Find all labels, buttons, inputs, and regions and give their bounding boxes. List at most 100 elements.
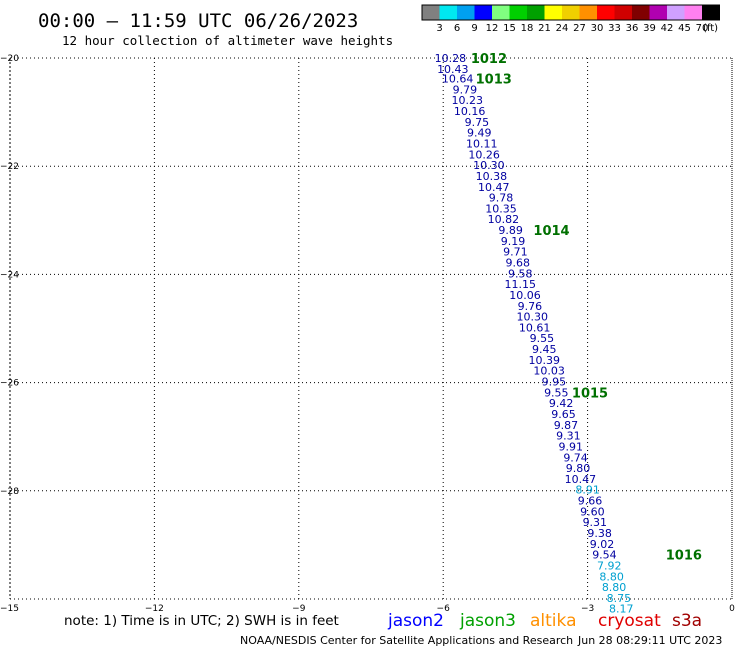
satellite-label-s3a: s3a bbox=[672, 611, 702, 631]
time-label-1015: 1015 bbox=[572, 386, 608, 401]
satellite-label-jason3: jason3 bbox=[459, 611, 516, 631]
legend-label: 6 bbox=[454, 23, 460, 34]
legend-swatch-2 bbox=[457, 5, 475, 20]
legend-label: 12 bbox=[486, 23, 499, 34]
legend-label: 27 bbox=[573, 23, 586, 34]
footer-note: note: 1) Time is in UTC; 2) SWH is in fe… bbox=[64, 613, 339, 629]
swh-observation-36: 9.91 bbox=[559, 440, 584, 453]
legend-swatch-4 bbox=[492, 5, 510, 20]
legend-label: 24 bbox=[556, 23, 569, 34]
swh-observation-45: 9.02 bbox=[590, 538, 615, 551]
legend-label: 3 bbox=[436, 23, 442, 34]
swh-observation-11: 10.38 bbox=[476, 170, 508, 183]
legend-swatch-1 bbox=[439, 5, 457, 20]
swh-observation-24: 10.30 bbox=[516, 311, 548, 324]
satellite-legend: jason2 jason3 altika cryosat s3a bbox=[387, 611, 702, 631]
legend-swatch-0 bbox=[422, 5, 440, 20]
swh-color-legend: 3 6 9 12 15 18 21 24 27 30 33 36 39 42 45 70 bbox=[421, 4, 720, 34]
y-tick-label: −24 bbox=[0, 270, 19, 280]
legend-swatch-7 bbox=[544, 5, 562, 20]
swh-observation-32: 9.42 bbox=[549, 397, 574, 410]
axis-tick-labels: −15 −12 −9 −6 −3 0 −28 −26 −24 −22 −20 bbox=[0, 54, 735, 614]
x-tick-label: −15 bbox=[0, 604, 19, 614]
time-label-1013: 1013 bbox=[476, 73, 512, 88]
swh-observation-2: 10.64 bbox=[442, 73, 474, 86]
swh-observation-35: 9.31 bbox=[556, 430, 581, 443]
satellite-label-jason2: jason2 bbox=[387, 611, 444, 631]
legend-swatch-6 bbox=[527, 5, 545, 20]
y-tick-label: −20 bbox=[0, 54, 19, 64]
legend-label: 15 bbox=[503, 23, 516, 34]
legend-swatch-3 bbox=[474, 5, 492, 20]
swh-observation-10: 10.30 bbox=[473, 159, 505, 172]
swh-observations: 10.2810.4310.649.7910.2310.169.759.4910.… bbox=[435, 52, 634, 616]
legend-label: 42 bbox=[661, 23, 674, 34]
swh-observation-50: 8.75 bbox=[607, 592, 632, 605]
plot-frame bbox=[9, 57, 733, 600]
legend-frame bbox=[421, 4, 720, 21]
swh-observation-4: 10.23 bbox=[452, 94, 484, 107]
x-tick-label: −12 bbox=[145, 604, 164, 614]
time-label-1016: 1016 bbox=[666, 549, 702, 564]
swh-observation-49: 8.80 bbox=[602, 581, 627, 594]
legend-label: 70 bbox=[696, 23, 709, 34]
swh-observation-9: 10.26 bbox=[468, 148, 500, 161]
swh-observation-18: 9.71 bbox=[503, 246, 528, 259]
legend-label: 33 bbox=[608, 23, 621, 34]
legend-label: 39 bbox=[643, 23, 656, 34]
swh-observation-39: 10.47 bbox=[565, 473, 597, 486]
footer-timestamp: Jun 28 08:29:11 UTC 2023 bbox=[577, 634, 722, 647]
swh-observation-5: 10.16 bbox=[454, 105, 486, 118]
legend-label: 9 bbox=[471, 23, 477, 34]
swh-observation-1: 10.43 bbox=[437, 63, 469, 76]
legend-swatch-13 bbox=[649, 5, 667, 20]
satellite-label-altika: altika bbox=[530, 611, 577, 631]
swh-observation-34: 9.87 bbox=[554, 419, 579, 432]
chart-subtitle: 12 hour collection of altimeter wave hei… bbox=[62, 33, 393, 48]
swh-observation-41: 9.66 bbox=[578, 495, 603, 508]
legend-swatch-15 bbox=[684, 5, 702, 20]
swh-observation-44: 9.38 bbox=[587, 527, 612, 540]
swh-observation-37: 9.74 bbox=[563, 451, 588, 464]
swh-observation-19: 9.68 bbox=[506, 256, 531, 269]
chart-title: 00:00 – 11:59 UTC 06/26/2023 bbox=[38, 10, 358, 32]
swh-observation-40: 8.91 bbox=[575, 484, 600, 497]
footer-credit: NOAA/NESDIS Center for Satellite Applica… bbox=[240, 634, 573, 647]
time-labels: 1012 1013 1014 1015 1016 bbox=[471, 52, 702, 564]
x-tick-label: −9 bbox=[292, 604, 306, 614]
swh-observation-3: 9.79 bbox=[453, 83, 478, 96]
legend-swatch-8 bbox=[562, 5, 580, 20]
swh-observation-31: 9.55 bbox=[544, 386, 569, 399]
swh-observation-51: 8.17 bbox=[609, 603, 634, 616]
swh-observation-17: 9.19 bbox=[501, 235, 526, 248]
legend-label: 36 bbox=[626, 23, 639, 34]
swh-observation-47: 7.92 bbox=[597, 559, 622, 572]
swh-observation-22: 10.06 bbox=[509, 289, 541, 302]
swh-observation-6: 9.75 bbox=[465, 116, 490, 129]
swh-observation-7: 9.49 bbox=[467, 127, 492, 140]
swh-observation-25: 10.61 bbox=[519, 321, 551, 334]
swh-observation-8: 10.11 bbox=[466, 137, 498, 150]
legend-unit: (ft) bbox=[703, 23, 718, 34]
swh-observation-29: 10.03 bbox=[533, 365, 565, 378]
y-tick-label: −28 bbox=[0, 487, 19, 497]
x-tick-label: −6 bbox=[437, 604, 451, 614]
legend-swatch-14 bbox=[667, 5, 685, 20]
swh-observation-27: 9.45 bbox=[532, 343, 557, 356]
y-tick-label: −22 bbox=[0, 162, 19, 172]
legend-swatch-16 bbox=[702, 5, 720, 20]
legend-swatch-10 bbox=[597, 5, 615, 20]
legend-label: 21 bbox=[538, 23, 551, 34]
legend-label: 45 bbox=[678, 23, 691, 34]
swh-observation-48: 8.80 bbox=[599, 570, 624, 583]
plot-grid bbox=[9, 57, 733, 600]
swh-observation-0: 10.28 bbox=[435, 52, 467, 65]
swh-observation-16: 9.89 bbox=[498, 224, 523, 237]
swh-observation-21: 11.15 bbox=[504, 278, 536, 291]
legend-swatch-11 bbox=[614, 5, 632, 20]
legend-swatch-12 bbox=[632, 5, 650, 20]
swh-observation-33: 9.65 bbox=[551, 408, 576, 421]
time-label-1012: 1012 bbox=[471, 52, 507, 67]
y-tick-label: −26 bbox=[0, 379, 19, 389]
